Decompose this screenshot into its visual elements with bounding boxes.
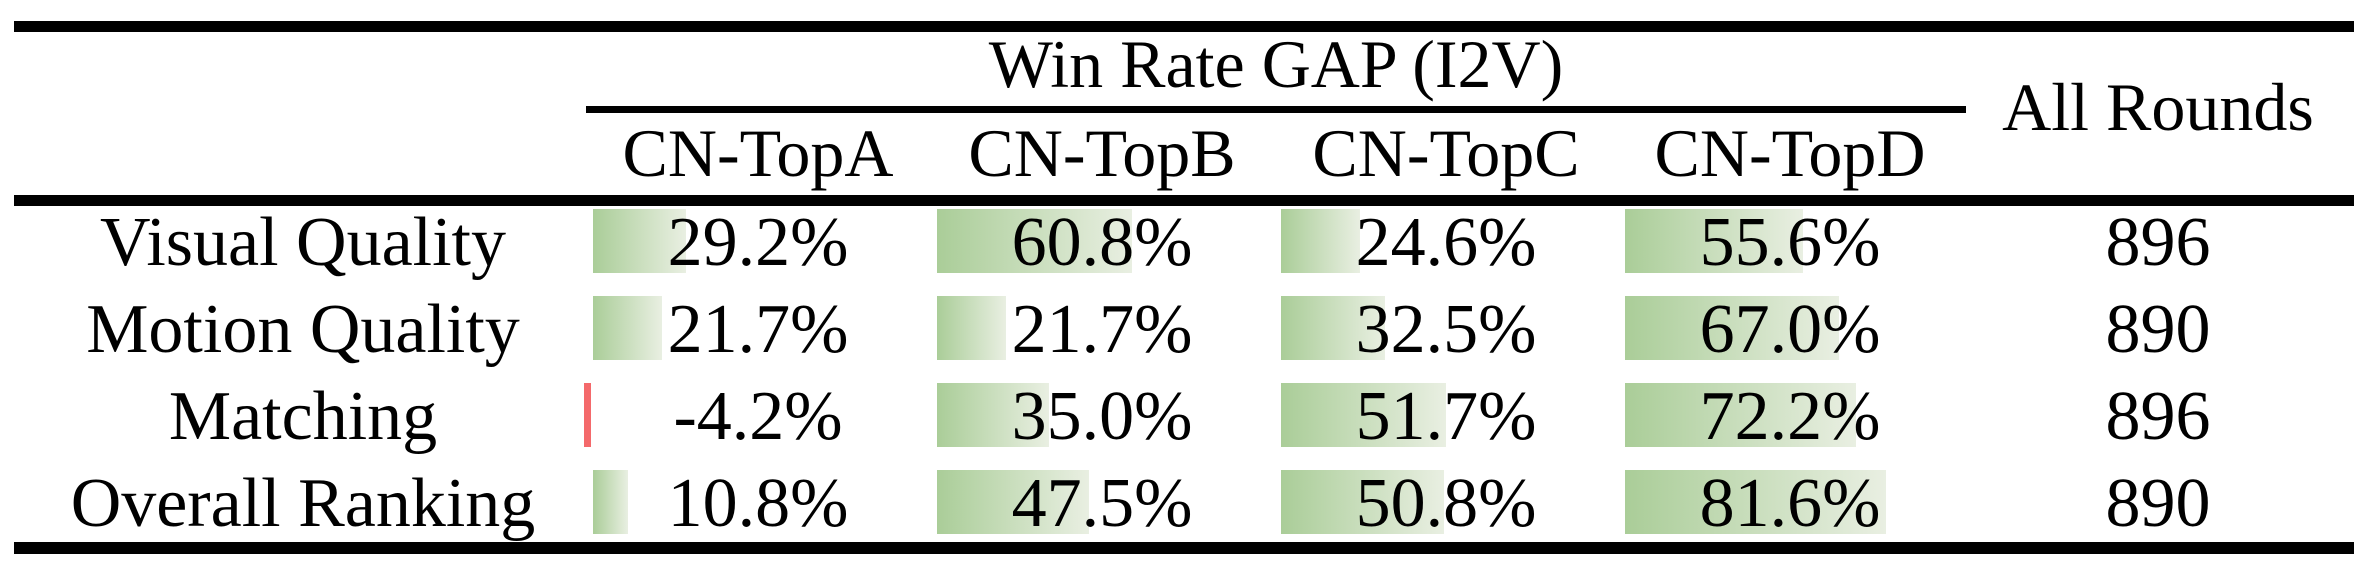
cell-value: -4.2% (673, 378, 843, 455)
header-separator-rule (14, 195, 2354, 206)
data-bar (1281, 383, 1446, 447)
data-cell: 67.0% (1618, 291, 1962, 368)
data-cell: 21.7% (930, 291, 1274, 368)
data-bar (593, 209, 686, 273)
data-cell: 51.7% (1274, 378, 1618, 455)
group-header-underline (586, 106, 1966, 113)
data-cell: 29.2% (586, 204, 930, 281)
data-cell: 24.6% (1274, 204, 1618, 281)
cell-value: 67.0% (1699, 291, 1881, 368)
data-bar (1281, 296, 1385, 360)
row-label-overall-ranking: Overall Ranking (70, 465, 536, 542)
cell-value: 29.2% (667, 204, 849, 281)
cell-value: 21.7% (667, 291, 849, 368)
cell-value: 35.0% (1011, 378, 1193, 455)
data-cell: 35.0% (930, 378, 1274, 455)
data-cell: 10.8% (586, 465, 930, 542)
all-rounds-value: 890 (2105, 291, 2211, 368)
data-bar (593, 470, 628, 534)
cell-value: 47.5% (1011, 465, 1193, 542)
data-bar (1625, 296, 1839, 360)
data-bar (1625, 209, 1803, 273)
column-header-all-rounds: All Rounds (2002, 69, 2314, 145)
cell-value: 72.2% (1699, 378, 1881, 455)
data-cell: 21.7% (586, 291, 930, 368)
data-bar (937, 209, 1132, 273)
cell-value: 50.8% (1355, 465, 1537, 542)
data-bar (593, 296, 662, 360)
data-bar (584, 383, 591, 447)
cell-value: 81.6% (1699, 465, 1881, 542)
column-header-cn-topb: CN-TopB (968, 115, 1236, 191)
data-bar (937, 383, 1049, 447)
data-bar (1281, 209, 1360, 273)
data-bar (1625, 383, 1856, 447)
cell-value: 21.7% (1011, 291, 1193, 368)
data-cell: 47.5% (930, 465, 1274, 542)
cell-value: 55.6% (1699, 204, 1881, 281)
column-header-cn-topd: CN-TopD (1654, 115, 1926, 191)
cell-value: 24.6% (1355, 204, 1537, 281)
group-header: Win Rate GAP (I2V) (988, 26, 1564, 102)
cell-value: 60.8% (1011, 204, 1193, 281)
data-bar (937, 296, 1006, 360)
row-label-visual-quality: Visual Quality (99, 204, 507, 281)
column-header-cn-topc: CN-TopC (1312, 115, 1580, 191)
data-cell: 32.5% (1274, 291, 1618, 368)
cell-value: 10.8% (667, 465, 849, 542)
data-bar (1625, 470, 1886, 534)
data-cell: -4.2% (584, 378, 930, 455)
data-cell: 81.6% (1618, 465, 1962, 542)
data-cell: 60.8% (930, 204, 1274, 281)
data-cell: 72.2% (1618, 378, 1962, 455)
data-bar (1281, 470, 1444, 534)
row-label-matching: Matching (168, 378, 438, 455)
data-cell: 50.8% (1274, 465, 1618, 542)
column-header-cn-topa: CN-TopA (622, 115, 894, 191)
cell-value: 32.5% (1355, 291, 1537, 368)
data-cell: 55.6% (1618, 204, 1962, 281)
table-top-rule (14, 21, 2354, 32)
cell-value: 51.7% (1355, 378, 1537, 455)
table-bottom-rule (14, 542, 2354, 554)
data-bar (937, 470, 1089, 534)
all-rounds-value: 896 (2105, 204, 2211, 281)
all-rounds-value: 890 (2105, 465, 2211, 542)
row-label-motion-quality: Motion Quality (86, 291, 520, 368)
all-rounds-value: 896 (2105, 378, 2211, 455)
